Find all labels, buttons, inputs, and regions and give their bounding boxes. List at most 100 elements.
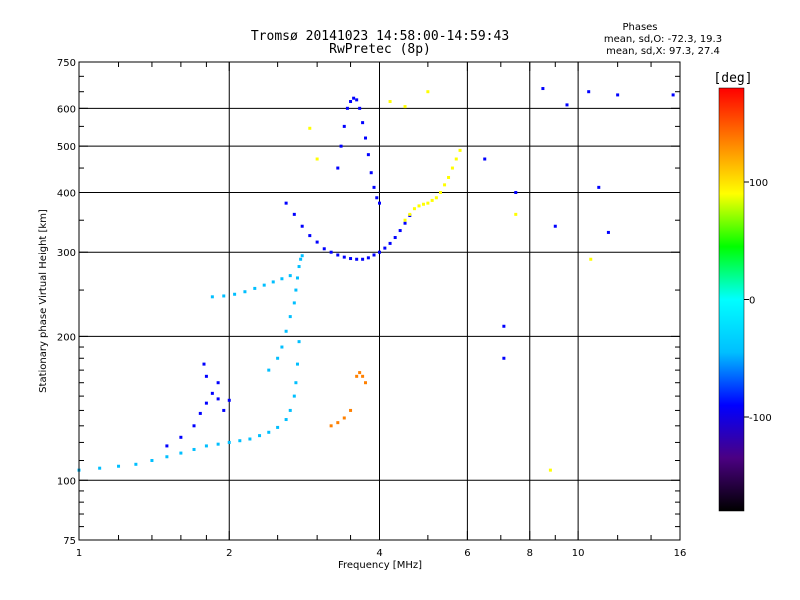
data-point-2-9	[299, 257, 303, 261]
trace-O-F2-col	[336, 96, 381, 205]
data-point-8-11	[565, 103, 569, 107]
data-point-4-2	[300, 224, 304, 228]
y-tick-label-1: 100	[57, 476, 76, 487]
data-point-5-6	[355, 98, 359, 102]
data-point-4-0	[284, 201, 288, 205]
data-point-1-6	[216, 397, 220, 401]
data-point-0-19	[294, 381, 298, 385]
data-point-3-2	[233, 292, 237, 296]
data-point-5-2	[342, 124, 346, 128]
y-tick-label-7: 750	[57, 58, 76, 69]
data-point-4-18	[398, 229, 402, 233]
y-tick-label-5: 500	[57, 142, 76, 153]
colorbar-tick-label-1: 0	[749, 296, 755, 307]
phases-title: Phases	[622, 22, 657, 33]
data-point-4-17	[393, 236, 397, 240]
y-tick-label-3: 300	[57, 248, 76, 259]
x-tick-label-3: 6	[464, 548, 470, 559]
data-point-8-6	[606, 230, 610, 234]
data-point-1-1	[179, 435, 183, 439]
data-point-0-17	[288, 408, 292, 412]
data-point-6-12	[454, 157, 458, 161]
data-point-4-11	[361, 257, 365, 261]
x-tick-label-1: 2	[226, 548, 232, 559]
data-point-5-13	[375, 196, 379, 200]
data-point-0-7	[192, 447, 196, 451]
data-point-1-5	[210, 391, 214, 395]
data-point-4-3	[308, 234, 312, 238]
data-point-4-10	[355, 257, 359, 261]
data-point-0-20	[295, 362, 299, 366]
data-point-0-1	[98, 466, 102, 470]
data-point-0-21	[297, 340, 301, 344]
axis-ticks: 1 2 4 6 8 10 16 75 100 200 300 400 500 600 750	[57, 58, 686, 559]
y-axis-label: Stationary phase Virtual Height [km]	[38, 209, 49, 393]
data-point-7-6	[361, 374, 365, 378]
data-point-5-4	[349, 100, 353, 104]
data-point-0-6	[179, 451, 183, 455]
x-tick-label-6: 16	[674, 548, 687, 559]
data-point-0-14	[267, 430, 271, 434]
data-point-4-4	[315, 240, 319, 244]
phases-line-o: mean, sd,O: -72.3, 19.3	[604, 34, 722, 45]
data-point-6-4	[421, 202, 425, 206]
data-point-4-1	[292, 212, 296, 216]
data-point-2-0	[267, 368, 271, 372]
data-point-8-1	[502, 356, 506, 360]
data-point-1-4	[204, 401, 208, 405]
data-points	[77, 87, 675, 472]
data-point-8-3	[483, 157, 487, 161]
data-point-5-9	[364, 136, 368, 140]
data-point-3-1	[222, 294, 226, 298]
data-point-6-7	[434, 196, 438, 200]
y-tick-label-0: 75	[63, 536, 76, 547]
data-point-4-19	[403, 221, 407, 225]
trace-O-low-2	[165, 362, 231, 448]
trace-O-mid	[267, 254, 304, 372]
data-point-5-1	[339, 144, 343, 148]
data-point-5-5	[352, 96, 356, 100]
data-point-8-2	[514, 190, 518, 194]
data-point-1-3	[198, 411, 202, 415]
data-point-6-8	[439, 190, 443, 194]
data-point-8-4	[553, 224, 557, 228]
x-tick-label-4: 8	[527, 548, 533, 559]
data-point-2-1	[276, 356, 280, 360]
colorbar-label: [deg]	[713, 71, 752, 86]
data-point-0-5	[165, 455, 169, 459]
data-point-3-8	[288, 274, 292, 278]
data-point-5-10	[366, 153, 370, 157]
data-point-5-11	[369, 171, 373, 175]
data-point-9-0	[308, 126, 312, 130]
data-point-7-0	[329, 424, 333, 428]
data-point-2-10	[300, 254, 304, 258]
data-point-8-0	[502, 324, 506, 328]
data-point-8-7	[597, 185, 601, 189]
data-point-2-8	[297, 265, 301, 269]
data-point-4-7	[336, 253, 340, 257]
x-tick-label-5: 10	[572, 548, 585, 559]
data-point-0-15	[276, 425, 280, 429]
y-tick-label-6: 600	[57, 104, 76, 115]
data-point-2-6	[294, 288, 298, 292]
data-point-8-10	[541, 87, 545, 91]
data-point-3-5	[262, 283, 266, 287]
data-point-0-10	[227, 440, 231, 444]
data-point-4-14	[378, 250, 381, 254]
data-point-6-1	[408, 212, 412, 216]
data-point-6-11	[450, 166, 454, 170]
trace-scatter-hi	[483, 87, 675, 360]
data-point-1-0	[165, 444, 169, 448]
data-point-9-1	[315, 157, 319, 161]
data-point-7-7	[364, 381, 368, 385]
data-point-6-13	[458, 148, 462, 152]
data-point-1-8	[227, 398, 231, 402]
data-point-3-3	[243, 290, 247, 294]
data-point-2-7	[295, 276, 299, 280]
data-point-1-10	[202, 362, 206, 366]
data-point-4-9	[349, 257, 353, 261]
colorbar-tick-label-2: -100	[749, 413, 772, 424]
grid-lines	[79, 62, 680, 540]
